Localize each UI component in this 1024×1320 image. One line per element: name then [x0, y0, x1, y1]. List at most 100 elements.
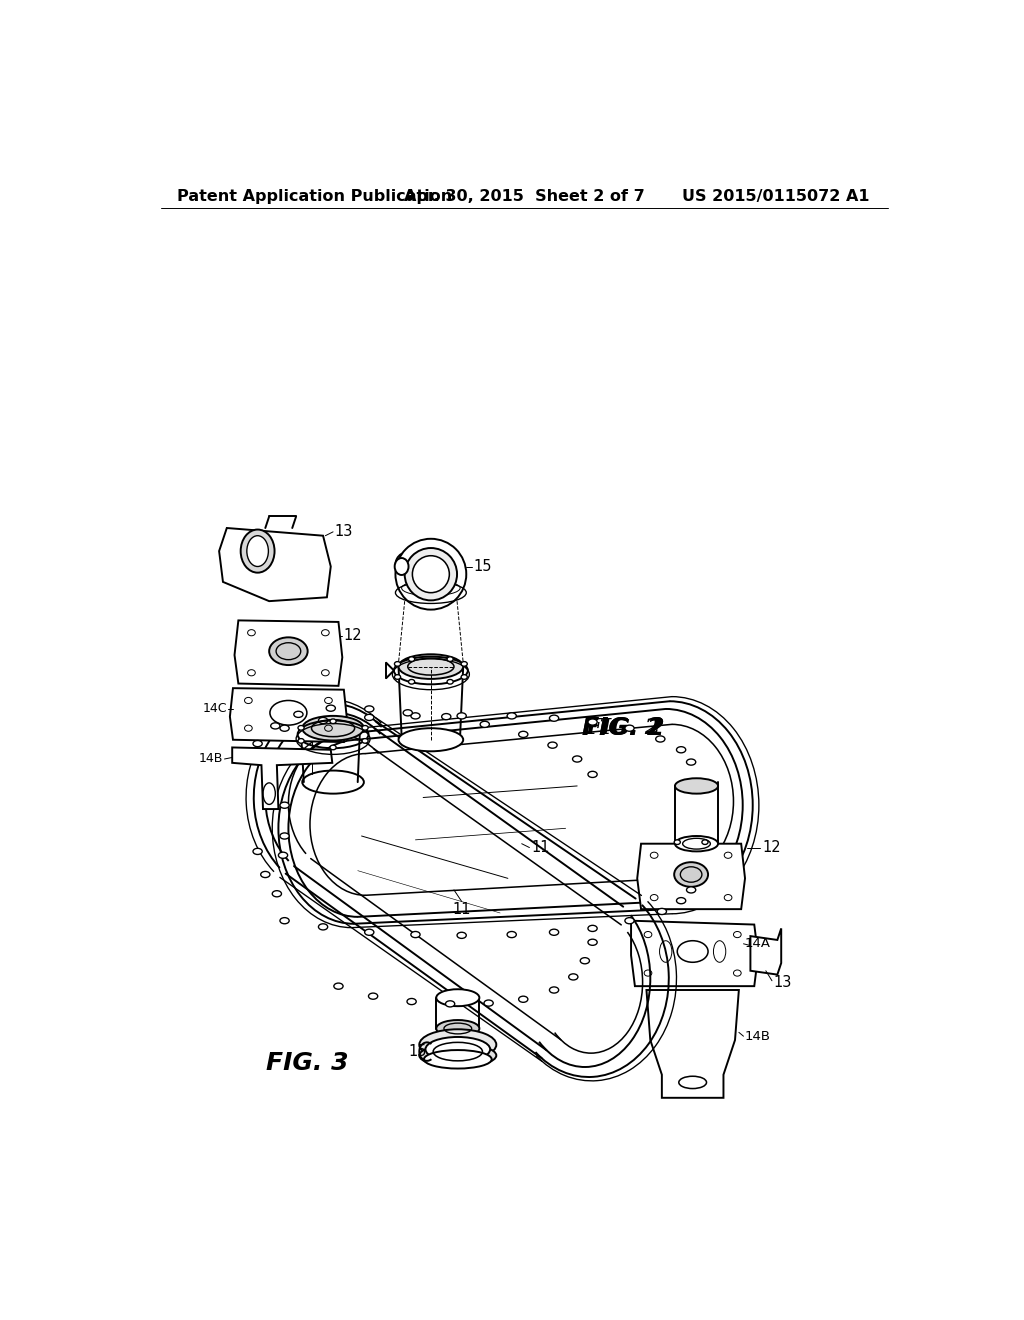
Text: 11: 11: [453, 902, 471, 916]
Ellipse shape: [588, 940, 597, 945]
Ellipse shape: [657, 908, 667, 915]
Ellipse shape: [253, 741, 262, 747]
Ellipse shape: [318, 718, 328, 723]
Ellipse shape: [436, 1020, 479, 1038]
Ellipse shape: [461, 661, 467, 667]
Text: 14A: 14A: [745, 937, 771, 950]
Text: 13: 13: [335, 524, 353, 540]
Ellipse shape: [675, 836, 718, 851]
Ellipse shape: [588, 771, 597, 777]
Ellipse shape: [318, 924, 328, 929]
Ellipse shape: [269, 638, 307, 665]
Ellipse shape: [457, 713, 466, 719]
Ellipse shape: [518, 997, 528, 1002]
Ellipse shape: [424, 1051, 492, 1069]
Ellipse shape: [425, 1038, 490, 1061]
Text: Apr. 30, 2015  Sheet 2 of 7: Apr. 30, 2015 Sheet 2 of 7: [404, 189, 645, 205]
Ellipse shape: [625, 725, 634, 731]
Ellipse shape: [588, 719, 597, 725]
Ellipse shape: [457, 932, 466, 939]
Text: 13: 13: [773, 974, 792, 990]
Text: 15: 15: [409, 1044, 427, 1059]
Ellipse shape: [398, 655, 463, 678]
Ellipse shape: [362, 739, 369, 743]
Text: 14C: 14C: [203, 702, 226, 715]
Ellipse shape: [548, 742, 557, 748]
Ellipse shape: [409, 680, 415, 684]
Text: FIG. 2: FIG. 2: [586, 717, 662, 739]
Text: 15: 15: [473, 558, 492, 574]
Ellipse shape: [298, 726, 304, 730]
Polygon shape: [646, 990, 739, 1098]
Ellipse shape: [411, 713, 420, 719]
Ellipse shape: [407, 998, 416, 1005]
Ellipse shape: [484, 1001, 494, 1006]
Polygon shape: [637, 843, 745, 909]
Ellipse shape: [419, 1030, 497, 1060]
Ellipse shape: [409, 657, 415, 661]
Ellipse shape: [394, 675, 400, 680]
Ellipse shape: [507, 713, 516, 719]
Ellipse shape: [674, 862, 708, 887]
Ellipse shape: [404, 548, 457, 601]
Ellipse shape: [518, 731, 528, 738]
Ellipse shape: [686, 887, 695, 892]
Ellipse shape: [572, 756, 582, 762]
Text: FIG. 2: FIG. 2: [582, 717, 665, 741]
Ellipse shape: [294, 711, 303, 718]
Ellipse shape: [441, 714, 451, 719]
Ellipse shape: [270, 723, 280, 729]
Ellipse shape: [394, 558, 409, 576]
Text: 14B: 14B: [745, 1030, 771, 1043]
Ellipse shape: [550, 929, 559, 936]
Text: FIG. 3: FIG. 3: [266, 1051, 349, 1076]
Ellipse shape: [280, 803, 289, 808]
Ellipse shape: [280, 917, 289, 924]
Ellipse shape: [326, 705, 336, 711]
Text: 12: 12: [344, 628, 362, 643]
Ellipse shape: [419, 1044, 497, 1067]
Ellipse shape: [365, 929, 374, 936]
Text: 14B: 14B: [199, 752, 223, 766]
Ellipse shape: [413, 556, 450, 593]
Ellipse shape: [261, 871, 270, 878]
Ellipse shape: [279, 853, 288, 858]
Ellipse shape: [362, 726, 369, 730]
Ellipse shape: [394, 661, 400, 667]
Ellipse shape: [302, 715, 364, 741]
Ellipse shape: [550, 987, 559, 993]
Polygon shape: [631, 921, 758, 986]
Ellipse shape: [436, 989, 479, 1006]
Ellipse shape: [588, 925, 597, 932]
Ellipse shape: [298, 739, 304, 743]
Text: Patent Application Publication: Patent Application Publication: [177, 189, 452, 205]
Ellipse shape: [241, 529, 274, 573]
Ellipse shape: [507, 932, 516, 937]
Ellipse shape: [398, 729, 463, 751]
Ellipse shape: [447, 680, 454, 684]
Ellipse shape: [280, 833, 289, 840]
Ellipse shape: [369, 993, 378, 999]
Ellipse shape: [550, 715, 559, 721]
Ellipse shape: [330, 719, 336, 723]
Ellipse shape: [280, 725, 289, 731]
Ellipse shape: [247, 536, 268, 566]
Ellipse shape: [480, 721, 489, 727]
Ellipse shape: [253, 849, 262, 854]
Text: 12: 12: [762, 840, 780, 855]
Ellipse shape: [395, 539, 466, 610]
Polygon shape: [751, 928, 781, 974]
Ellipse shape: [674, 840, 680, 845]
Ellipse shape: [701, 840, 708, 845]
Ellipse shape: [581, 958, 590, 964]
Ellipse shape: [445, 1001, 455, 1007]
Ellipse shape: [334, 983, 343, 989]
Ellipse shape: [686, 759, 695, 766]
Ellipse shape: [365, 714, 374, 721]
Polygon shape: [234, 620, 342, 686]
Ellipse shape: [365, 706, 374, 711]
Ellipse shape: [677, 747, 686, 752]
Ellipse shape: [330, 744, 336, 750]
Text: US 2015/0115072 A1: US 2015/0115072 A1: [682, 189, 869, 205]
Ellipse shape: [625, 917, 634, 924]
